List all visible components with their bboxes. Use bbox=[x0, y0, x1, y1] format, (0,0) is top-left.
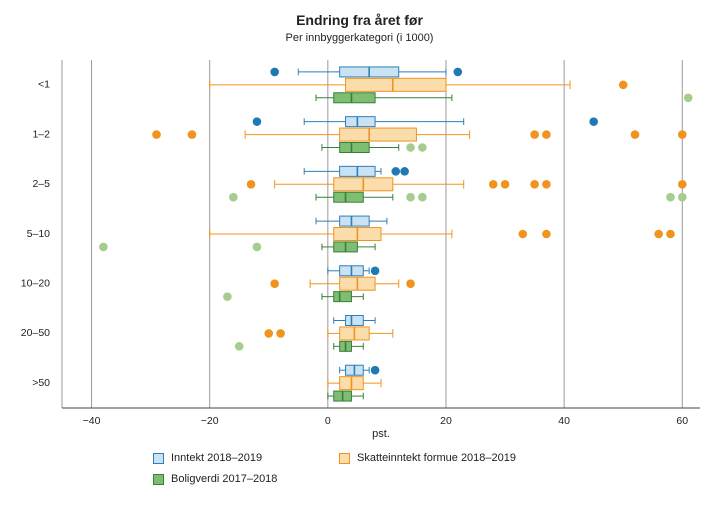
outlier-dot bbox=[252, 117, 262, 126]
outlier-dot bbox=[406, 192, 415, 202]
x-tick-label: −20 bbox=[201, 415, 219, 424]
outlier-dot bbox=[370, 365, 380, 375]
x-tick-label: 60 bbox=[676, 415, 688, 424]
y-category-label: 1–2 bbox=[32, 128, 50, 140]
outlier-dot bbox=[264, 329, 274, 338]
outlier-dot bbox=[276, 329, 285, 338]
box bbox=[333, 291, 352, 303]
outlier-dot bbox=[406, 279, 415, 289]
outlier-dot bbox=[400, 167, 409, 176]
x-axis-label: pst. bbox=[372, 428, 390, 440]
x-tick-label: 0 bbox=[325, 415, 331, 424]
chart-title: Endring fra året før bbox=[296, 12, 423, 28]
legend-label-inntekt: Inntekt 2018–2019 bbox=[171, 452, 263, 464]
outlier-dot bbox=[488, 179, 498, 189]
outlier-dot bbox=[618, 80, 628, 90]
outlier-dot bbox=[152, 130, 161, 139]
x-tick-label: 20 bbox=[440, 415, 452, 424]
chart-subtitle: Per innbyggerkategori (i 1000) bbox=[285, 32, 434, 44]
legend-swatch-green-icon bbox=[153, 473, 164, 485]
outlier-dot bbox=[518, 229, 528, 239]
legend-item-boligverdi: Boligverdi 2017–2018 bbox=[153, 473, 339, 485]
y-category-label: >50 bbox=[32, 377, 50, 389]
box bbox=[339, 215, 370, 227]
outlier-dot bbox=[246, 179, 256, 189]
box bbox=[333, 92, 376, 104]
outlier-dot bbox=[418, 192, 427, 202]
legend: Inntekt 2018–2019 Skatteinntekt formue 2… bbox=[153, 452, 516, 485]
outlier-dot bbox=[270, 279, 279, 289]
outlier-dot bbox=[252, 242, 262, 252]
box bbox=[345, 77, 447, 92]
box bbox=[339, 141, 370, 153]
y-category-label: 5–10 bbox=[27, 228, 51, 240]
legend-label-skatteinntekt: Skatteinntekt formue 2018–2019 bbox=[357, 452, 517, 464]
outlier-dot bbox=[683, 93, 693, 103]
outlier-dot bbox=[677, 192, 687, 202]
outlier-dot bbox=[453, 67, 463, 77]
y-category-label: <1 bbox=[38, 79, 50, 91]
outlier-dot bbox=[666, 192, 675, 202]
outlier-dot bbox=[391, 167, 401, 176]
y-category-label: 2–5 bbox=[32, 178, 50, 190]
outlier-dot bbox=[234, 342, 244, 351]
outlier-dot bbox=[99, 242, 108, 252]
outlier-dot bbox=[677, 130, 687, 139]
outlier-dot bbox=[270, 67, 279, 77]
outlier-dot bbox=[500, 179, 510, 189]
outlier-dot bbox=[542, 130, 551, 139]
boxplot-canvas: −40 −20 0 20 40 60 <1 1–2 2–5 5–10 10–20 20–50 >50 bbox=[21, 60, 700, 424]
outlier-dot bbox=[406, 143, 415, 152]
box bbox=[333, 191, 364, 203]
outlier-dot bbox=[542, 179, 551, 189]
outlier-dot bbox=[630, 130, 640, 139]
legend-swatch-orange-icon bbox=[339, 452, 350, 464]
outlier-dot bbox=[187, 130, 197, 139]
outlier-dot bbox=[542, 229, 551, 239]
y-category-label: 20–50 bbox=[21, 327, 50, 339]
outlier-dot bbox=[589, 117, 598, 126]
outlier-dot bbox=[530, 130, 539, 139]
legend-swatch-blue-icon bbox=[153, 452, 164, 464]
outlier-dot bbox=[418, 143, 427, 152]
outlier-dot bbox=[654, 229, 663, 239]
legend-item-inntekt: Inntekt 2018–2019 bbox=[153, 452, 339, 464]
legend-label-boligverdi: Boligverdi 2017–2018 bbox=[171, 473, 278, 485]
legend-item-skatteinntekt: Skatteinntekt formue 2018–2019 bbox=[339, 452, 516, 464]
box bbox=[345, 315, 364, 327]
outlier-dot bbox=[666, 229, 675, 239]
outlier-dot bbox=[229, 192, 238, 202]
outlier-dot bbox=[677, 179, 687, 189]
box bbox=[345, 116, 376, 128]
x-tick-label: 40 bbox=[558, 415, 570, 424]
outlier-dot bbox=[530, 179, 539, 189]
x-tick-label: −40 bbox=[83, 415, 101, 424]
box bbox=[339, 127, 417, 142]
outlier-dot bbox=[370, 266, 380, 276]
y-category-label: 10–20 bbox=[21, 277, 50, 289]
outlier-dot bbox=[223, 292, 232, 301]
